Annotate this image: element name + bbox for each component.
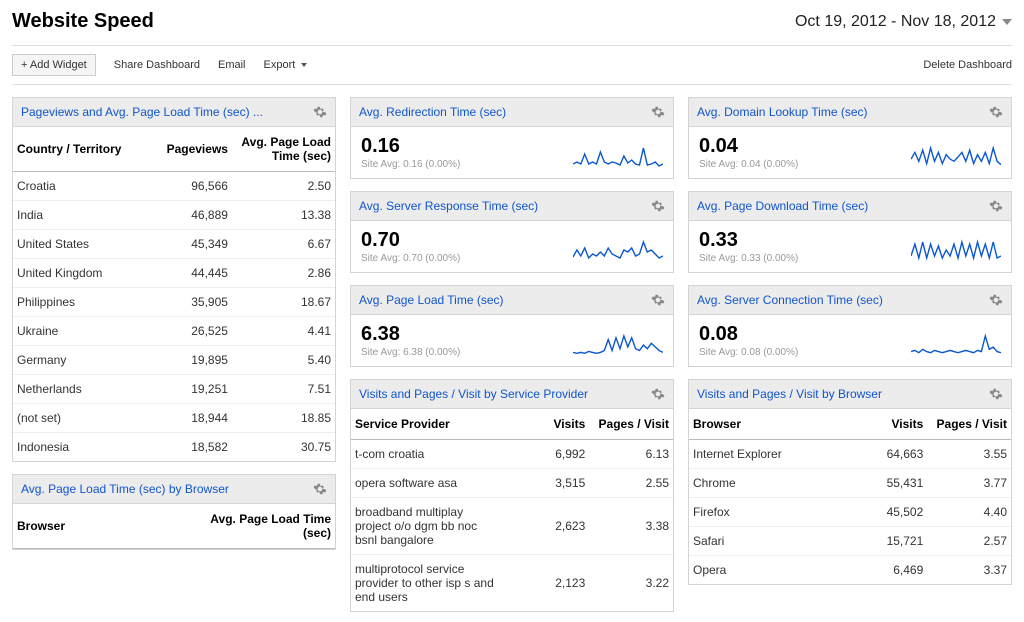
metric-subtext: Site Avg: 0.08 (0.00%) (699, 347, 911, 358)
col-header: Browser (689, 409, 844, 440)
widget-title-link[interactable]: Avg. Page Download Time (sec) (697, 199, 868, 213)
col-header: Avg. Page Load Time (sec) (232, 127, 335, 172)
metric-subtext: Site Avg: 0.33 (0.00%) (699, 253, 911, 264)
col-header: Country / Territory (13, 127, 142, 172)
gear-icon[interactable] (651, 293, 665, 307)
col-header: Visits (844, 409, 928, 440)
email-link[interactable]: Email (218, 59, 246, 71)
widget-service-provider: Visits and Pages / Visit by Service Prov… (350, 379, 674, 612)
table-row: Firefox45,5024.40 (689, 498, 1011, 527)
col-header: Pages / Visit (589, 409, 673, 440)
chevron-down-icon (1002, 19, 1012, 25)
col-header: Avg. Page Load Time (sec) (206, 504, 335, 549)
widget-pageviews-country: Pageviews and Avg. Page Load Time (sec) … (12, 97, 336, 462)
widget-server-response-time: Avg. Server Response Time (sec) 0.70Site … (350, 191, 674, 273)
metric-value: 0.33 (699, 229, 911, 252)
table-row: Opera6,4693.37 (689, 556, 1011, 585)
delete-dashboard-link[interactable]: Delete Dashboard (923, 59, 1012, 71)
widget-load-time-browser: Avg. Page Load Time (sec) by Browser Bro… (12, 474, 336, 550)
gear-icon[interactable] (313, 105, 327, 119)
widget-domain-lookup-time: Avg. Domain Lookup Time (sec) 0.04Site Av… (688, 97, 1012, 179)
sparkline-chart (911, 332, 1001, 358)
sparkline-chart (573, 144, 663, 170)
share-dashboard-link[interactable]: Share Dashboard (114, 59, 200, 71)
table-row: broadband multiplay project o/o dgm bb n… (351, 498, 673, 555)
widget-title-link[interactable]: Avg. Page Load Time (sec) (359, 293, 504, 307)
table-row: Ukraine26,5254.41 (13, 317, 335, 346)
metric-subtext: Site Avg: 0.16 (0.00%) (361, 159, 573, 170)
metric-subtext: Site Avg: 6.38 (0.00%) (361, 347, 573, 358)
page-title: Website Speed (12, 10, 154, 33)
table-row: opera software asa3,5152.55 (351, 469, 673, 498)
table-row: India46,88913.38 (13, 201, 335, 230)
gear-icon[interactable] (989, 199, 1003, 213)
table-row: United States45,3496.67 (13, 230, 335, 259)
table-row: Philippines35,90518.67 (13, 288, 335, 317)
sparkline-chart (911, 238, 1001, 264)
table-row: t-com croatia6,9926.13 (351, 440, 673, 469)
gear-icon[interactable] (651, 105, 665, 119)
widget-title-link[interactable]: Avg. Page Load Time (sec) by Browser (21, 482, 229, 496)
table-row: (not set)18,94418.85 (13, 404, 335, 433)
export-label: Export (264, 59, 296, 71)
widget-title-link[interactable]: Pageviews and Avg. Page Load Time (sec) … (21, 105, 263, 119)
metric-value: 0.08 (699, 323, 911, 346)
table-row: Indonesia18,58230.75 (13, 433, 335, 462)
widget-title-link[interactable]: Visits and Pages / Visit by Browser (697, 387, 882, 401)
widget-title-link[interactable]: Avg. Server Response Time (sec) (359, 199, 538, 213)
table-row: Internet Explorer64,6633.55 (689, 440, 1011, 469)
metric-subtext: Site Avg: 0.04 (0.00%) (699, 159, 911, 170)
table-row: Croatia96,5662.50 (13, 172, 335, 201)
gear-icon[interactable] (989, 387, 1003, 401)
metric-value: 0.04 (699, 135, 911, 158)
col-header: Browser (13, 504, 206, 549)
table-row: Safari15,7212.57 (689, 527, 1011, 556)
gear-icon[interactable] (651, 199, 665, 213)
table-row: Germany19,8955.40 (13, 346, 335, 375)
table-row: Netherlands19,2517.51 (13, 375, 335, 404)
widget-page-load-time: Avg. Page Load Time (sec) 6.38Site Avg: 6… (350, 285, 674, 367)
metric-value: 0.70 (361, 229, 573, 252)
table-row: Chrome55,4313.77 (689, 469, 1011, 498)
col-header: Service Provider (351, 409, 506, 440)
metric-value: 6.38 (361, 323, 573, 346)
widget-title-link[interactable]: Visits and Pages / Visit by Service Prov… (359, 387, 588, 401)
sparkline-chart (573, 238, 663, 264)
table-row: United Kingdom44,4452.86 (13, 259, 335, 288)
col-header: Pages / Visit (927, 409, 1011, 440)
metric-value: 0.16 (361, 135, 573, 158)
gear-icon[interactable] (989, 293, 1003, 307)
widget-title-link[interactable]: Avg. Domain Lookup Time (sec) (697, 105, 868, 119)
country-table: Country / Territory Pageviews Avg. Page … (13, 127, 335, 461)
toolbar: + Add Widget Share Dashboard Email Expor… (12, 45, 1012, 85)
gear-icon[interactable] (313, 482, 327, 496)
col-header: Pageviews (142, 127, 232, 172)
widget-title-link[interactable]: Avg. Server Connection Time (sec) (697, 293, 883, 307)
widget-page-download-time: Avg. Page Download Time (sec) 0.33Site Av… (688, 191, 1012, 273)
widget-browser: Visits and Pages / Visit by Browser Brows… (688, 379, 1012, 585)
sparkline-chart (573, 332, 663, 358)
metric-subtext: Site Avg: 0.70 (0.00%) (361, 253, 573, 264)
date-range-picker[interactable]: Oct 19, 2012 - Nov 18, 2012 (795, 13, 1012, 31)
gear-icon[interactable] (989, 105, 1003, 119)
widget-server-connection-time: Avg. Server Connection Time (sec) 0.08Sit… (688, 285, 1012, 367)
table-row: multiprotocol service provider to other … (351, 555, 673, 612)
export-dropdown[interactable]: Export (264, 59, 308, 71)
chevron-down-icon (301, 63, 307, 67)
browser-load-table: Browser Avg. Page Load Time (sec) (13, 504, 335, 549)
gear-icon[interactable] (651, 387, 665, 401)
widget-title-link[interactable]: Avg. Redirection Time (sec) (359, 105, 506, 119)
col-header: Visits (506, 409, 590, 440)
sparkline-chart (911, 144, 1001, 170)
date-range-text: Oct 19, 2012 - Nov 18, 2012 (795, 13, 996, 31)
widget-redirection-time: Avg. Redirection Time (sec) 0.16Site Avg:… (350, 97, 674, 179)
add-widget-button[interactable]: + Add Widget (12, 54, 96, 76)
